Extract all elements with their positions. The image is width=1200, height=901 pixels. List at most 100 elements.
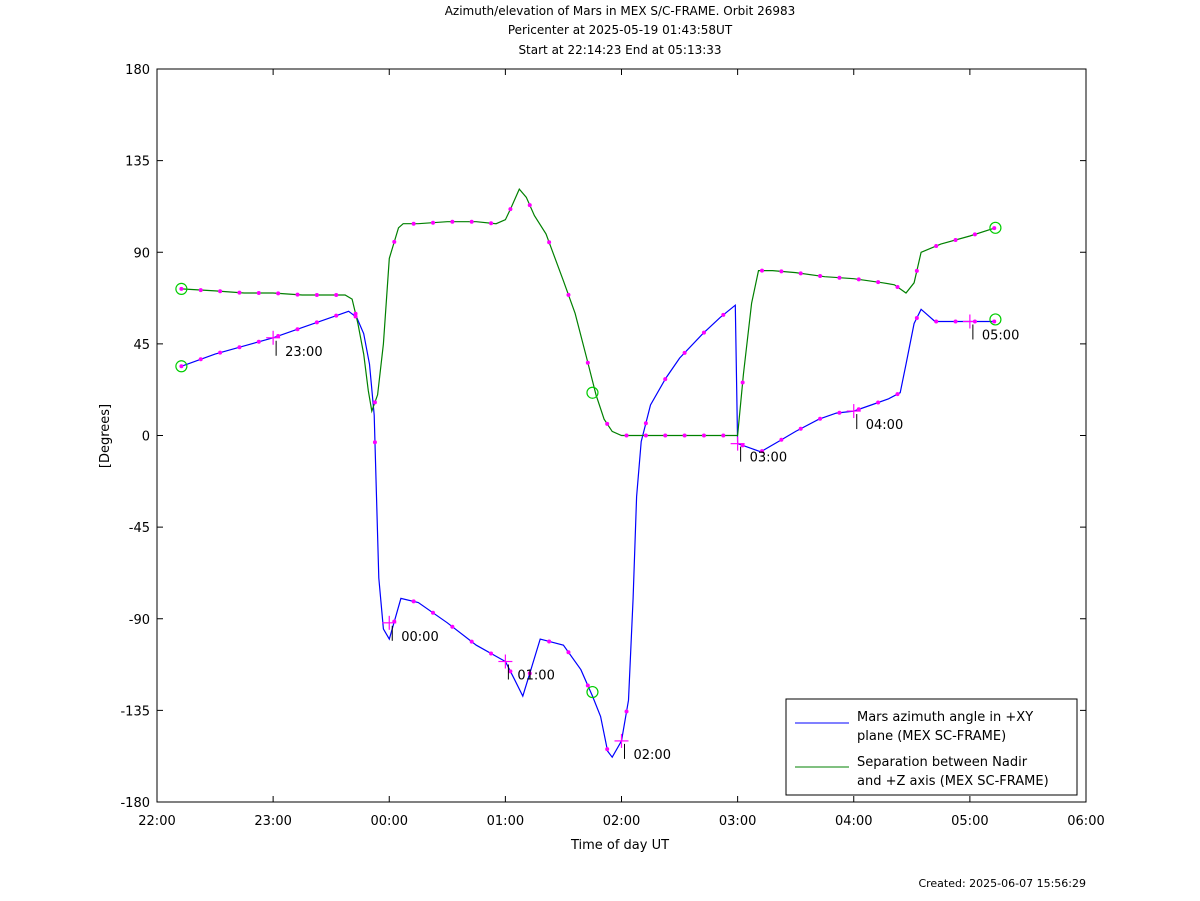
series-dot bbox=[895, 284, 900, 289]
series-dot bbox=[353, 311, 358, 316]
series-dot bbox=[430, 610, 435, 615]
series-dot bbox=[643, 421, 648, 426]
series-dot bbox=[992, 319, 997, 324]
y-tick-label: 0 bbox=[142, 430, 150, 445]
green-circle-marker bbox=[586, 685, 599, 699]
series-dot bbox=[605, 747, 610, 752]
series-dot bbox=[663, 377, 668, 382]
series-dot bbox=[430, 220, 435, 225]
green-circle-marker bbox=[989, 221, 1002, 234]
y-tick-label: 45 bbox=[133, 338, 150, 353]
hour-marker-label: 05:00 bbox=[982, 328, 1019, 343]
created-timestamp: Created: 2025-06-07 15:56:29 bbox=[918, 877, 1086, 890]
y-tick-label: -180 bbox=[120, 796, 150, 811]
series-dot bbox=[856, 277, 861, 282]
x-tick-label: 00:00 bbox=[371, 814, 408, 829]
series-dot bbox=[837, 275, 842, 280]
series-dot bbox=[934, 319, 939, 324]
series-dot bbox=[218, 289, 223, 294]
series-dot bbox=[314, 293, 319, 298]
green-circle-marker bbox=[586, 386, 599, 399]
y-tick-label: -135 bbox=[120, 704, 150, 719]
legend: Mars azimuth angle in +XY plane (MEX SC-… bbox=[785, 698, 1078, 796]
series-dot bbox=[411, 599, 416, 604]
series-dot bbox=[276, 334, 281, 339]
series-dot bbox=[992, 226, 997, 231]
series-dot bbox=[585, 360, 590, 365]
series-dot bbox=[798, 426, 803, 431]
series-dot bbox=[643, 433, 648, 438]
series-dot bbox=[701, 330, 706, 335]
series-dot bbox=[508, 207, 513, 212]
series-dot bbox=[334, 293, 339, 298]
series-dot bbox=[914, 268, 919, 273]
series-dot bbox=[721, 433, 726, 438]
series-dot bbox=[701, 433, 706, 438]
chart-title-line-2: Pericenter at 2025-05-19 01:43:58UT bbox=[507, 23, 733, 37]
series-dot bbox=[818, 274, 823, 279]
green-circle-marker bbox=[989, 313, 1002, 326]
series-dot bbox=[953, 237, 958, 242]
series-dot bbox=[411, 221, 416, 226]
series-dot bbox=[760, 268, 765, 273]
series-dot bbox=[547, 639, 552, 644]
hour-marker-label: 03:00 bbox=[750, 451, 787, 466]
y-tick-label: 135 bbox=[125, 155, 150, 170]
series-dot bbox=[353, 314, 358, 319]
series-dot bbox=[798, 271, 803, 276]
hour-marker-label: 02:00 bbox=[634, 748, 671, 763]
series-dot bbox=[972, 232, 977, 237]
series-dot bbox=[740, 443, 745, 448]
series-dot bbox=[624, 709, 629, 714]
x-tick-label: 06:00 bbox=[1067, 814, 1104, 829]
y-tick-label: -90 bbox=[129, 613, 150, 628]
x-tick-label: 05:00 bbox=[951, 814, 988, 829]
x-axis-label: Time of day UT bbox=[570, 838, 669, 853]
series-dot bbox=[663, 433, 668, 438]
legend-box bbox=[785, 698, 1078, 796]
series-dot bbox=[237, 345, 242, 350]
x-tick-label: 04:00 bbox=[835, 814, 872, 829]
series-dot bbox=[682, 433, 687, 438]
series-dot bbox=[779, 269, 784, 274]
series-dot bbox=[276, 291, 281, 296]
series-dot bbox=[837, 410, 842, 415]
y-tick-label: 180 bbox=[125, 63, 150, 78]
series-dot bbox=[392, 239, 397, 244]
legend-label-separation-2: and +Z axis (MEX SC-FRAME) bbox=[857, 774, 1049, 789]
x-tick-label: 01:00 bbox=[487, 814, 524, 829]
series-dot bbox=[295, 327, 300, 332]
x-tick-label: 03:00 bbox=[719, 814, 756, 829]
hour-marker-label: 00:00 bbox=[401, 630, 438, 645]
series-dot bbox=[179, 364, 184, 369]
series-dot bbox=[334, 313, 339, 318]
series-dot bbox=[256, 339, 261, 344]
y-tick-label: 90 bbox=[133, 246, 150, 261]
series-dot bbox=[934, 244, 939, 249]
series-dot bbox=[547, 240, 552, 245]
series-dot bbox=[740, 380, 745, 385]
legend-label-azimuth-2: plane (MEX SC-FRAME) bbox=[857, 729, 1006, 744]
series-dot bbox=[295, 292, 300, 297]
series-dot bbox=[527, 671, 532, 676]
series-dot bbox=[372, 400, 377, 405]
series-dot bbox=[489, 221, 494, 226]
hour-marker-label: 04:00 bbox=[866, 418, 903, 433]
series-dot bbox=[876, 400, 881, 405]
series-dot bbox=[218, 350, 223, 355]
legend-label-azimuth-1: Mars azimuth angle in +XY bbox=[857, 710, 1033, 725]
series-dot bbox=[256, 290, 261, 295]
y-axis-label: [Degrees] bbox=[98, 404, 113, 468]
green-circle-marker bbox=[175, 360, 188, 373]
series-dot bbox=[721, 312, 726, 317]
series-dot bbox=[760, 449, 765, 454]
series-dot bbox=[895, 392, 900, 397]
green-circle-marker bbox=[175, 282, 188, 295]
chart-title-line-1: Azimuth/elevation of Mars in MEX S/C-FRA… bbox=[444, 4, 796, 18]
legend-label-separation-1: Separation between Nadir bbox=[857, 755, 1028, 770]
series-dot bbox=[469, 639, 474, 644]
series-dot bbox=[856, 407, 861, 412]
series-line-separation bbox=[181, 187, 996, 437]
series-dot bbox=[527, 203, 532, 208]
